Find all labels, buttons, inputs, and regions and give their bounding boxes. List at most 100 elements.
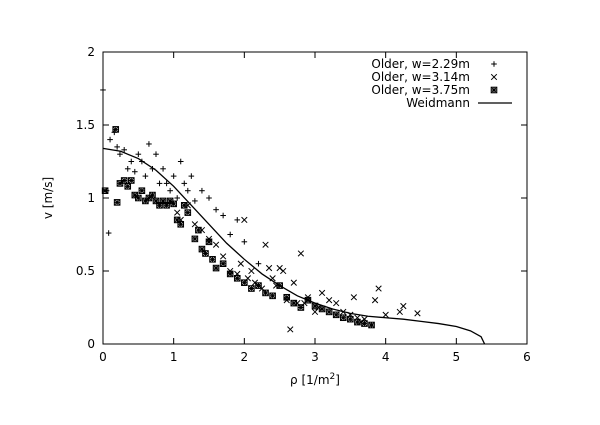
data-point — [120, 177, 128, 184]
data-point-d2 — [276, 264, 283, 272]
y-axis-label: v [m/s] — [41, 177, 55, 219]
data-point-box — [152, 197, 160, 205]
data-point-d2 — [262, 289, 269, 297]
data-point-d2 — [251, 279, 259, 286]
data-point — [128, 158, 135, 165]
data-point-d2 — [297, 250, 305, 257]
legend-label: Older, w=3.75m — [371, 83, 470, 97]
data-point — [209, 256, 216, 263]
legend-label: Weidmann — [406, 96, 470, 110]
data-point — [105, 230, 112, 236]
data-point — [361, 320, 368, 327]
data-point — [219, 260, 227, 267]
data-point-d2 — [174, 209, 181, 216]
data-point-d2 — [237, 260, 244, 267]
data-point — [206, 195, 212, 201]
data-point — [146, 141, 152, 147]
data-point-d2 — [283, 294, 290, 301]
data-point-d2 — [255, 282, 262, 289]
data-point — [219, 253, 227, 260]
data-point — [248, 285, 255, 292]
data-point-box — [262, 289, 269, 297]
data-point — [280, 267, 287, 275]
data-point — [354, 318, 361, 326]
data-point — [181, 180, 188, 187]
data-point — [241, 216, 248, 224]
y-tick-label: 0.5 — [76, 264, 95, 278]
data-point — [332, 311, 340, 319]
data-point-d2 — [219, 260, 227, 267]
data-point — [195, 226, 202, 234]
series-2 — [101, 126, 375, 329]
data-point-box — [368, 321, 375, 329]
data-point-box — [219, 260, 227, 267]
data-point — [127, 177, 135, 184]
y-tick-label: 2 — [87, 45, 95, 59]
data-point-box — [248, 285, 255, 292]
data-point — [226, 270, 234, 278]
data-point — [400, 302, 407, 310]
series-0 — [100, 87, 262, 267]
data-point — [375, 285, 382, 292]
legend-marker-d2 — [490, 73, 498, 81]
data-point-box — [361, 320, 368, 327]
data-point — [167, 187, 173, 194]
data-point-d2 — [414, 310, 421, 317]
data-point-d2 — [333, 311, 340, 318]
x-tick-label: 5 — [453, 350, 461, 364]
y-tick-label: 0 — [87, 337, 95, 351]
data-point-d2 — [368, 321, 375, 329]
x-tick-label: 1 — [170, 350, 178, 364]
x-axis-label-close: ] — [335, 373, 340, 387]
data-point — [117, 151, 123, 157]
data-point — [396, 308, 403, 316]
data-point-d2 — [325, 308, 333, 316]
data-point-box — [332, 311, 340, 319]
data-point-d2 — [262, 241, 269, 248]
data-point — [205, 238, 213, 246]
data-point-d2 — [354, 318, 361, 326]
data-point — [213, 206, 219, 213]
data-point-d2 — [205, 238, 213, 245]
data-point — [180, 202, 188, 209]
data-point — [262, 289, 269, 297]
data-point — [333, 299, 340, 307]
data-point-d2 — [375, 285, 382, 292]
data-point — [220, 212, 226, 219]
data-point-box — [149, 191, 156, 199]
data-point — [107, 136, 113, 143]
data-point-box — [304, 296, 312, 304]
data-point-box — [113, 199, 121, 206]
x-tick-label: 2 — [241, 350, 249, 364]
data-point — [192, 198, 198, 204]
data-point-box — [347, 315, 354, 323]
data-point-box — [191, 235, 199, 243]
data-point — [371, 297, 379, 304]
data-point — [311, 302, 319, 310]
data-point-box — [325, 308, 333, 316]
x-axis-label: ρ [1/m2] — [290, 372, 340, 387]
data-point-box — [163, 202, 170, 209]
data-point-d2 — [382, 311, 389, 318]
data-point-box — [209, 256, 216, 263]
data-point — [237, 260, 244, 267]
x-tick-label: 0 — [99, 350, 107, 364]
data-point — [290, 299, 298, 307]
data-point — [191, 235, 199, 243]
data-point — [290, 279, 297, 286]
data-point — [188, 173, 195, 179]
data-point — [248, 267, 255, 275]
data-point-d2 — [135, 194, 142, 202]
data-point — [202, 250, 209, 257]
data-point-box — [135, 194, 142, 202]
x-tick-label: 4 — [382, 350, 390, 364]
data-point — [163, 180, 170, 187]
data-point-d2 — [112, 126, 119, 133]
data-point-box — [173, 216, 181, 224]
legend-marker-d2 — [490, 86, 498, 94]
series-3 — [102, 147, 486, 345]
data-point-d2 — [212, 264, 220, 272]
data-point-d2 — [325, 297, 333, 304]
data-point — [138, 187, 146, 194]
